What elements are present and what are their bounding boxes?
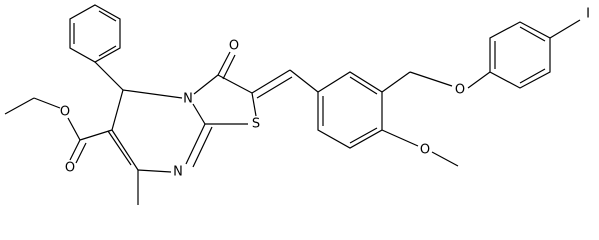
bonds bbox=[4, 4, 581, 205]
atom-label: I bbox=[586, 7, 590, 22]
atom-label: O bbox=[229, 39, 239, 54]
molecule-diagram: O N S N O O O O I bbox=[4, 4, 590, 205]
atom-label: O bbox=[60, 105, 70, 120]
atom-label: O bbox=[455, 83, 465, 98]
atom-label: O bbox=[65, 161, 75, 176]
atom-label: N bbox=[183, 92, 193, 107]
atom-label: S bbox=[252, 117, 260, 132]
atom-label: O bbox=[420, 143, 430, 158]
atom-labels: O N S N O O O O I bbox=[60, 7, 590, 180]
atom-label: N bbox=[173, 165, 183, 180]
